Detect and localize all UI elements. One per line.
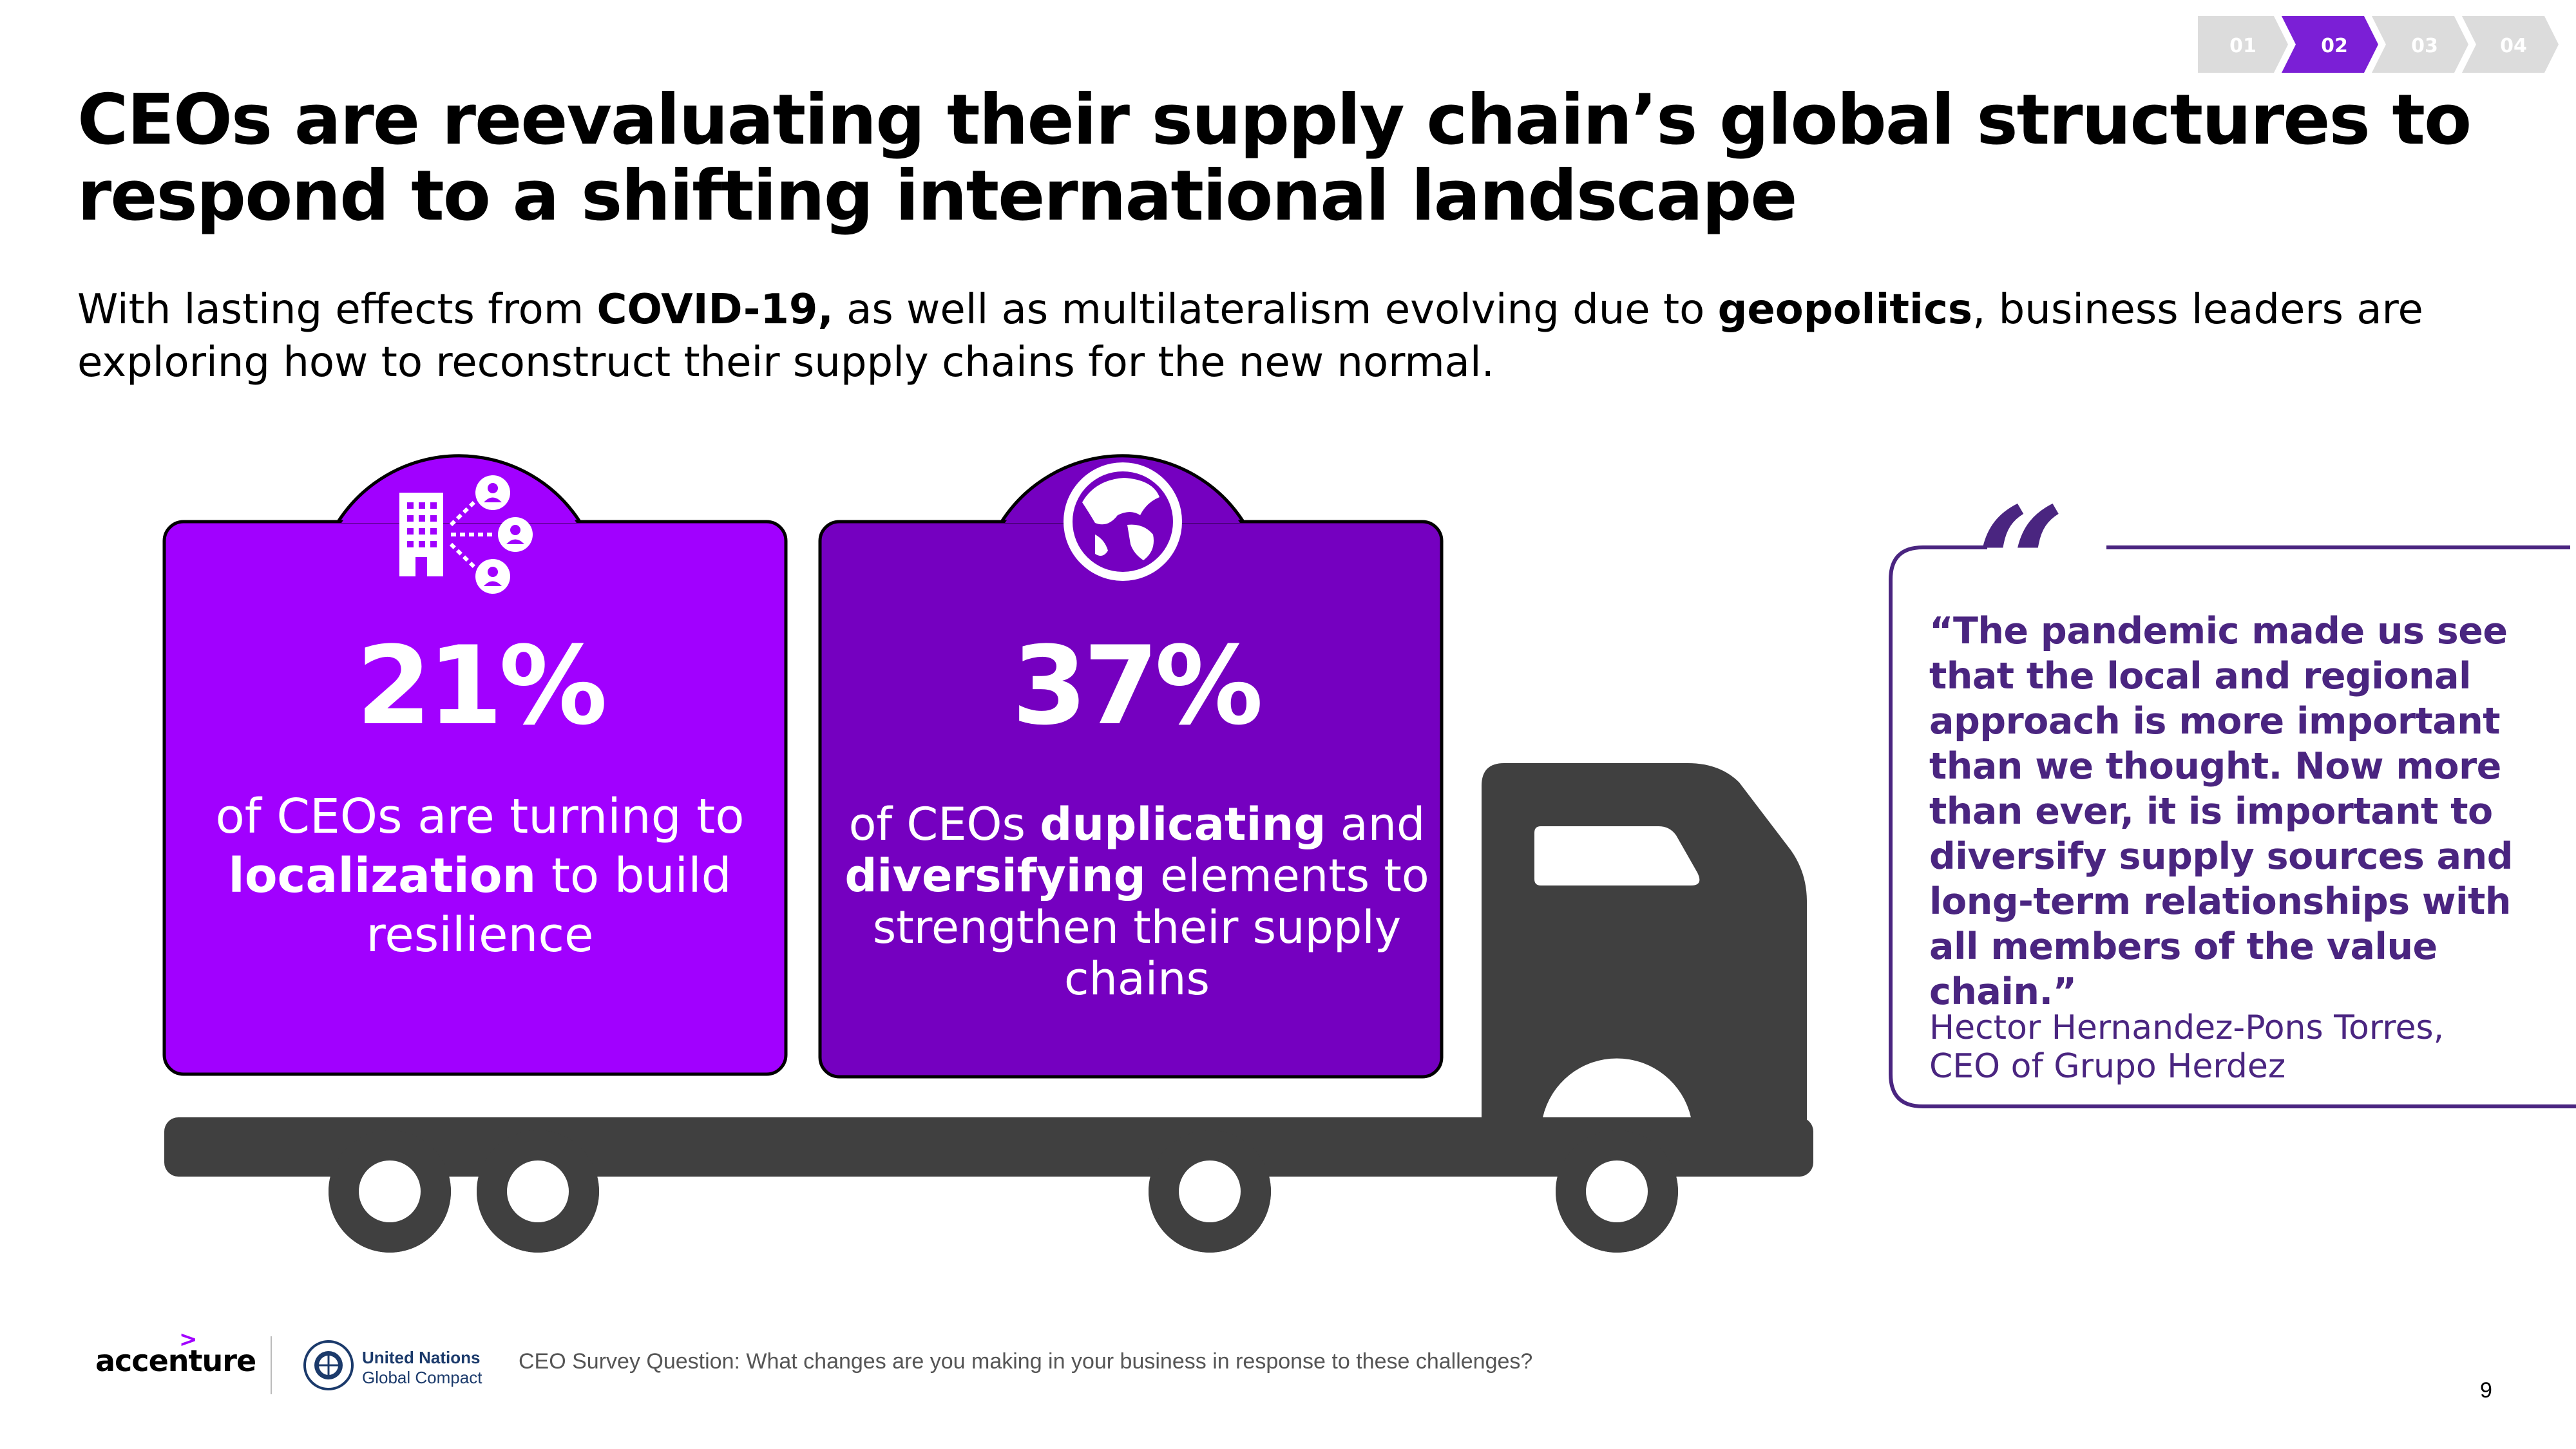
truck-window <box>1534 826 1700 886</box>
page-subtitle: With lasting effects from COVID-19, as w… <box>77 283 2461 389</box>
page-title: CEOs are reevaluating their supply chain… <box>77 80 2472 236</box>
subtitle-text-1: With lasting effects from <box>77 286 597 334</box>
quote-author-name: Hector Hernandez-Pons Torres, <box>1929 1009 2445 1047</box>
quote-mark-icon: “ <box>1976 473 2065 655</box>
card2-text-pre: of CEOs <box>848 798 1040 851</box>
globe-icon <box>1064 462 1182 581</box>
step-04-tab[interactable] <box>2462 16 2559 73</box>
step-02-label: 02 <box>2321 35 2348 57</box>
stat-value-diversifying: 37% <box>1011 623 1263 749</box>
card2-text-mid: and <box>1326 798 1426 851</box>
card1-text-pre: of CEOs are turning to <box>215 789 745 844</box>
subtitle-bold-geopolitics: geopolitics <box>1717 286 1972 334</box>
card2-text-bold: duplicating <box>1040 798 1326 851</box>
step-01-label: 01 <box>2229 35 2256 57</box>
subtitle-bold-covid: COVID-19, <box>596 286 834 334</box>
step-02-tab[interactable] <box>2282 16 2378 73</box>
step-04-label: 04 <box>2500 35 2527 57</box>
card1-text-post: to build resilience <box>366 848 732 963</box>
stat-description-diversifying: of CEOs duplicating and diversifying ele… <box>844 799 1430 1005</box>
card2-text-bold2: diversifying <box>844 849 1146 902</box>
card2-text-post: elements to strengthen their supply chai… <box>872 849 1429 1005</box>
step-01-tab[interactable] <box>2198 16 2288 73</box>
step-03-label: 03 <box>2411 35 2438 57</box>
page-number: 9 <box>2480 1378 2492 1403</box>
stat-description-localization: of CEOs are turning to localization to b… <box>193 787 767 965</box>
un-logo-line1: United Nations <box>362 1348 481 1367</box>
quote-text: “The pandemic made us see that the local… <box>1929 610 2514 1013</box>
step-03-tab[interactable] <box>2372 16 2468 73</box>
subtitle-text-3: , business leaders are exploring how to … <box>77 286 2423 386</box>
stat-card-localization <box>162 454 788 1076</box>
stat-value-localization: 21% <box>356 623 607 749</box>
un-global-compact-seal-icon <box>303 1340 354 1390</box>
step-navigation: 01 02 03 04 <box>2198 16 2559 73</box>
quote-author: Hector Hernandez-Pons Torres, CEO of Gru… <box>1929 1009 2567 1086</box>
footer-divider <box>271 1336 272 1394</box>
accenture-logo: accenture <box>95 1343 256 1378</box>
subtitle-text-2: as well as multilateralism evolving due … <box>833 286 1718 334</box>
card1-text-bold: localization <box>228 848 537 904</box>
accenture-logo-chevron: > <box>179 1327 198 1352</box>
survey-question: CEO Survey Question: What changes are yo… <box>519 1349 1533 1374</box>
building-network-icon <box>399 475 533 594</box>
quote-frame <box>1889 545 2576 1108</box>
quote-author-title: CEO of Grupo Herdez <box>1929 1047 2286 1086</box>
un-logo-line2: Global Compact <box>362 1368 482 1387</box>
